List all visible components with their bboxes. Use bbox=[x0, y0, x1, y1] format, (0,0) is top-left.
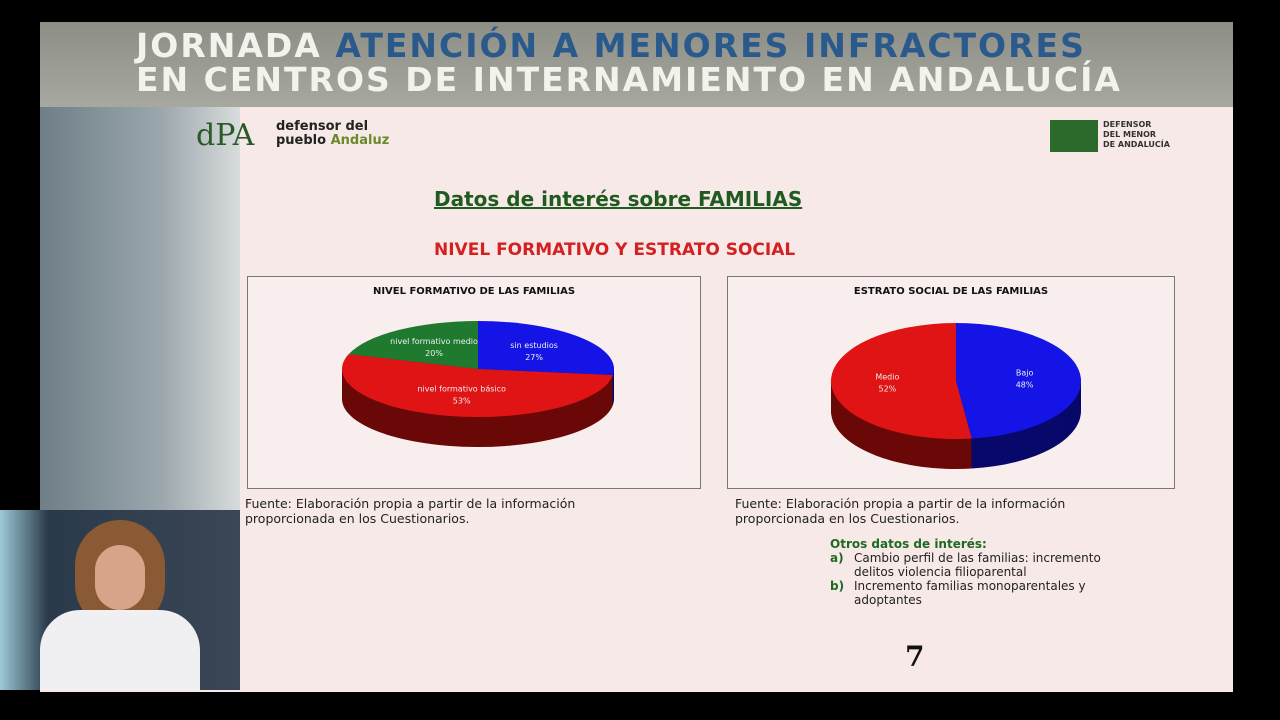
marker: b) bbox=[830, 579, 845, 593]
logo-menor: DEFENSOR DEL MENOR DE ANDALUCÍA bbox=[1103, 120, 1170, 150]
page-number: 7 bbox=[905, 640, 925, 673]
logo-dpa: dPA bbox=[196, 118, 255, 153]
logo-text: Andaluz bbox=[330, 133, 390, 148]
item-text: Incremento familias monoparentales y ado… bbox=[854, 579, 1086, 607]
slide-subtitle: NIVEL FORMATIVO Y ESTRATO SOCIAL bbox=[434, 240, 796, 260]
slide-title: Datos de interés sobre FAMILIAS bbox=[434, 187, 803, 211]
webcam bbox=[0, 510, 240, 690]
slice-label: Bajo bbox=[1016, 368, 1034, 377]
slice-label: sin estudios bbox=[510, 341, 558, 350]
slice-label: nivel formativo medio bbox=[390, 337, 478, 346]
slice bbox=[478, 321, 614, 376]
face bbox=[95, 545, 145, 610]
value-label: 20% bbox=[425, 349, 443, 358]
source: Fuente: Elaboración propia a partir de l… bbox=[245, 496, 576, 526]
other-title: Otros datos de interés: bbox=[830, 537, 987, 551]
header-text: ATENCIÓN A MENORES INFRACTORES bbox=[335, 26, 1086, 65]
logo-dpa-text: defensor del pueblo Andaluz bbox=[276, 120, 389, 148]
logo-text: DEFENSOR bbox=[1103, 120, 1152, 129]
source: Fuente: Elaboración propia a partir de l… bbox=[735, 496, 1066, 526]
slice bbox=[342, 354, 613, 417]
slice bbox=[830, 323, 972, 439]
other-item: a) Cambio perfil de las familias: increme… bbox=[830, 551, 1140, 579]
slice bbox=[348, 321, 478, 369]
slice bbox=[956, 323, 1081, 439]
header bbox=[40, 22, 1233, 107]
header-line2: EN CENTROS DE INTERNAMIENTO EN ANDALUCÍA bbox=[136, 60, 1122, 99]
logo-text: DE ANDALUCÍA bbox=[1103, 140, 1170, 149]
chart-title: ESTRATO SOCIAL DE LAS FAMILIAS bbox=[854, 286, 1048, 297]
slice-label: Medio bbox=[875, 373, 899, 382]
marker: a) bbox=[830, 551, 844, 565]
chart-title: NIVEL FORMATIVO DE LAS FAMILIAS bbox=[373, 286, 575, 297]
logo-text: DEL MENOR bbox=[1103, 130, 1157, 139]
logo-menor-icon bbox=[1050, 120, 1098, 152]
other-list: a) Cambio perfil de las familias: increme… bbox=[830, 551, 1140, 607]
header-line1: JORNADA ATENCIÓN A MENORES INFRACTORES bbox=[136, 26, 1086, 65]
item-text: Cambio perfil de las familias: increment… bbox=[854, 551, 1101, 579]
chart: NIVEL FORMATIVO DE LAS FAMILIAS sin estud… bbox=[247, 276, 701, 489]
logo-text: defensor del bbox=[276, 119, 369, 134]
chart: ESTRATO SOCIAL DE LAS FAMILIAS Bajo 48% Med… bbox=[727, 276, 1175, 489]
value-label: 52% bbox=[878, 385, 896, 394]
value-label: 48% bbox=[1016, 380, 1034, 389]
other-item: b) Incremento familias monoparentales y a… bbox=[830, 579, 1140, 607]
value-label: 53% bbox=[453, 396, 471, 405]
slice-label: nivel formativo básico bbox=[417, 384, 506, 393]
header-text: JORNADA bbox=[136, 26, 322, 65]
value-label: 27% bbox=[525, 353, 543, 362]
jacket bbox=[40, 610, 200, 690]
photo bbox=[40, 107, 240, 510]
logo-text: pueblo bbox=[276, 133, 327, 148]
